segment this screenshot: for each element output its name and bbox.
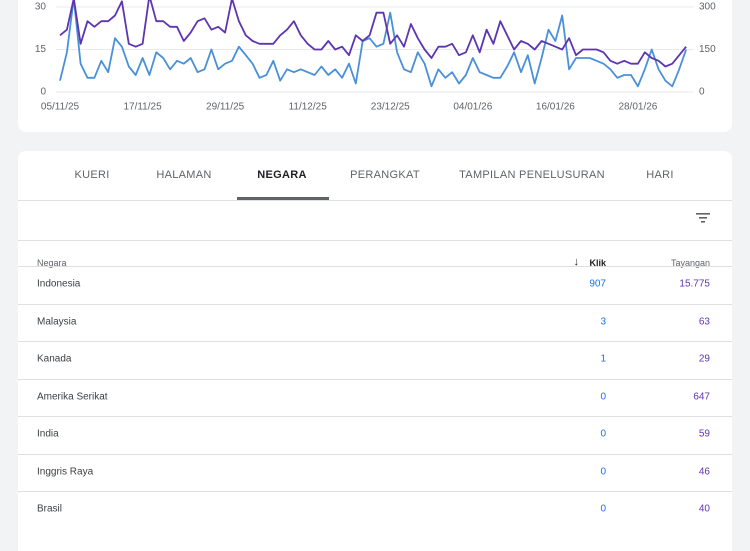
table-cell: Brasil <box>37 503 63 515</box>
x-tick-label: 23/12/25 <box>371 102 410 113</box>
sort-arrow: ↓ <box>573 256 580 268</box>
tab[interactable]: TAMPILAN PENELUSURAN <box>459 169 605 181</box>
divider <box>18 303 732 305</box>
y2-tick-label: 300 <box>699 2 716 13</box>
table-cell: Indonesia <box>37 278 81 290</box>
table-cell: 0 <box>600 466 606 477</box>
table-cell: 647 <box>693 391 710 402</box>
table-cell: 63 <box>698 316 710 327</box>
tab[interactable]: HARI <box>646 169 674 181</box>
divider <box>18 491 732 492</box>
table-cell: 15.775 <box>679 278 710 290</box>
column-header[interactable]: Klik <box>589 258 606 268</box>
table-cell: 0 <box>600 503 606 515</box>
table-cell: India <box>37 428 59 440</box>
x-tick-label: 28/01/26 <box>618 102 657 113</box>
divider <box>18 416 732 417</box>
divider <box>18 453 732 455</box>
table-cell: 59 <box>698 428 710 440</box>
tab-underline <box>237 197 329 200</box>
table-cell: 29 <box>698 353 710 365</box>
tab[interactable]: KUERI <box>74 169 110 181</box>
table-cell: 907 <box>589 278 606 290</box>
table-cell: Malaysia <box>37 316 77 327</box>
x-tick-label: 17/11/25 <box>123 102 162 113</box>
divider <box>18 240 732 241</box>
table-cell: Inggris Raya <box>37 466 94 477</box>
y-tick-label: 0 <box>40 87 46 98</box>
x-tick-label: 11/12/25 <box>289 102 328 113</box>
y2-tick-label: 0 <box>699 87 705 98</box>
tab[interactable]: HALAMAN <box>156 169 212 181</box>
column-header: Negara <box>37 258 67 268</box>
table-cell: 0 <box>600 428 606 440</box>
series-line <box>59 0 687 68</box>
page: 0 15 30 0 150 300 05/11/25 17/11/25 29/11/25 11/1… <box>18 0 732 551</box>
table-cell: Kanada <box>37 353 72 365</box>
table-cell: 46 <box>698 466 710 477</box>
divider <box>18 378 732 380</box>
tab[interactable]: NEGARA <box>257 169 307 181</box>
divider <box>18 341 732 342</box>
table-cell: 0 <box>600 391 606 402</box>
table-cell: 3 <box>600 316 606 327</box>
table-card: KUERI HALAMAN NEGARA PERANGKAT TAMPILAN PENE… <box>18 151 732 551</box>
filter-icon[interactable] <box>695 211 711 225</box>
divider <box>18 200 732 201</box>
table-cell: Amerika Serikat <box>37 391 108 402</box>
table-cell: 1 <box>600 353 606 365</box>
series-line <box>59 0 687 88</box>
x-tick-label: 29/11/25 <box>206 102 245 113</box>
y-tick-label: 30 <box>35 2 47 13</box>
table-cell: 40 <box>698 503 710 515</box>
y-tick-label: 15 <box>35 44 47 55</box>
y2-tick-label: 150 <box>699 44 716 55</box>
column-header[interactable]: Tayangan <box>670 258 710 268</box>
chart-card: 0 15 30 0 150 300 05/11/25 17/11/25 29/11/25 11/1… <box>18 0 732 132</box>
tab[interactable]: PERANGKAT <box>350 169 420 181</box>
divider <box>18 266 732 267</box>
x-tick-label: 05/11/25 <box>41 102 80 113</box>
x-tick-label: 04/01/26 <box>453 102 492 113</box>
x-tick-label: 16/01/26 <box>536 102 575 113</box>
